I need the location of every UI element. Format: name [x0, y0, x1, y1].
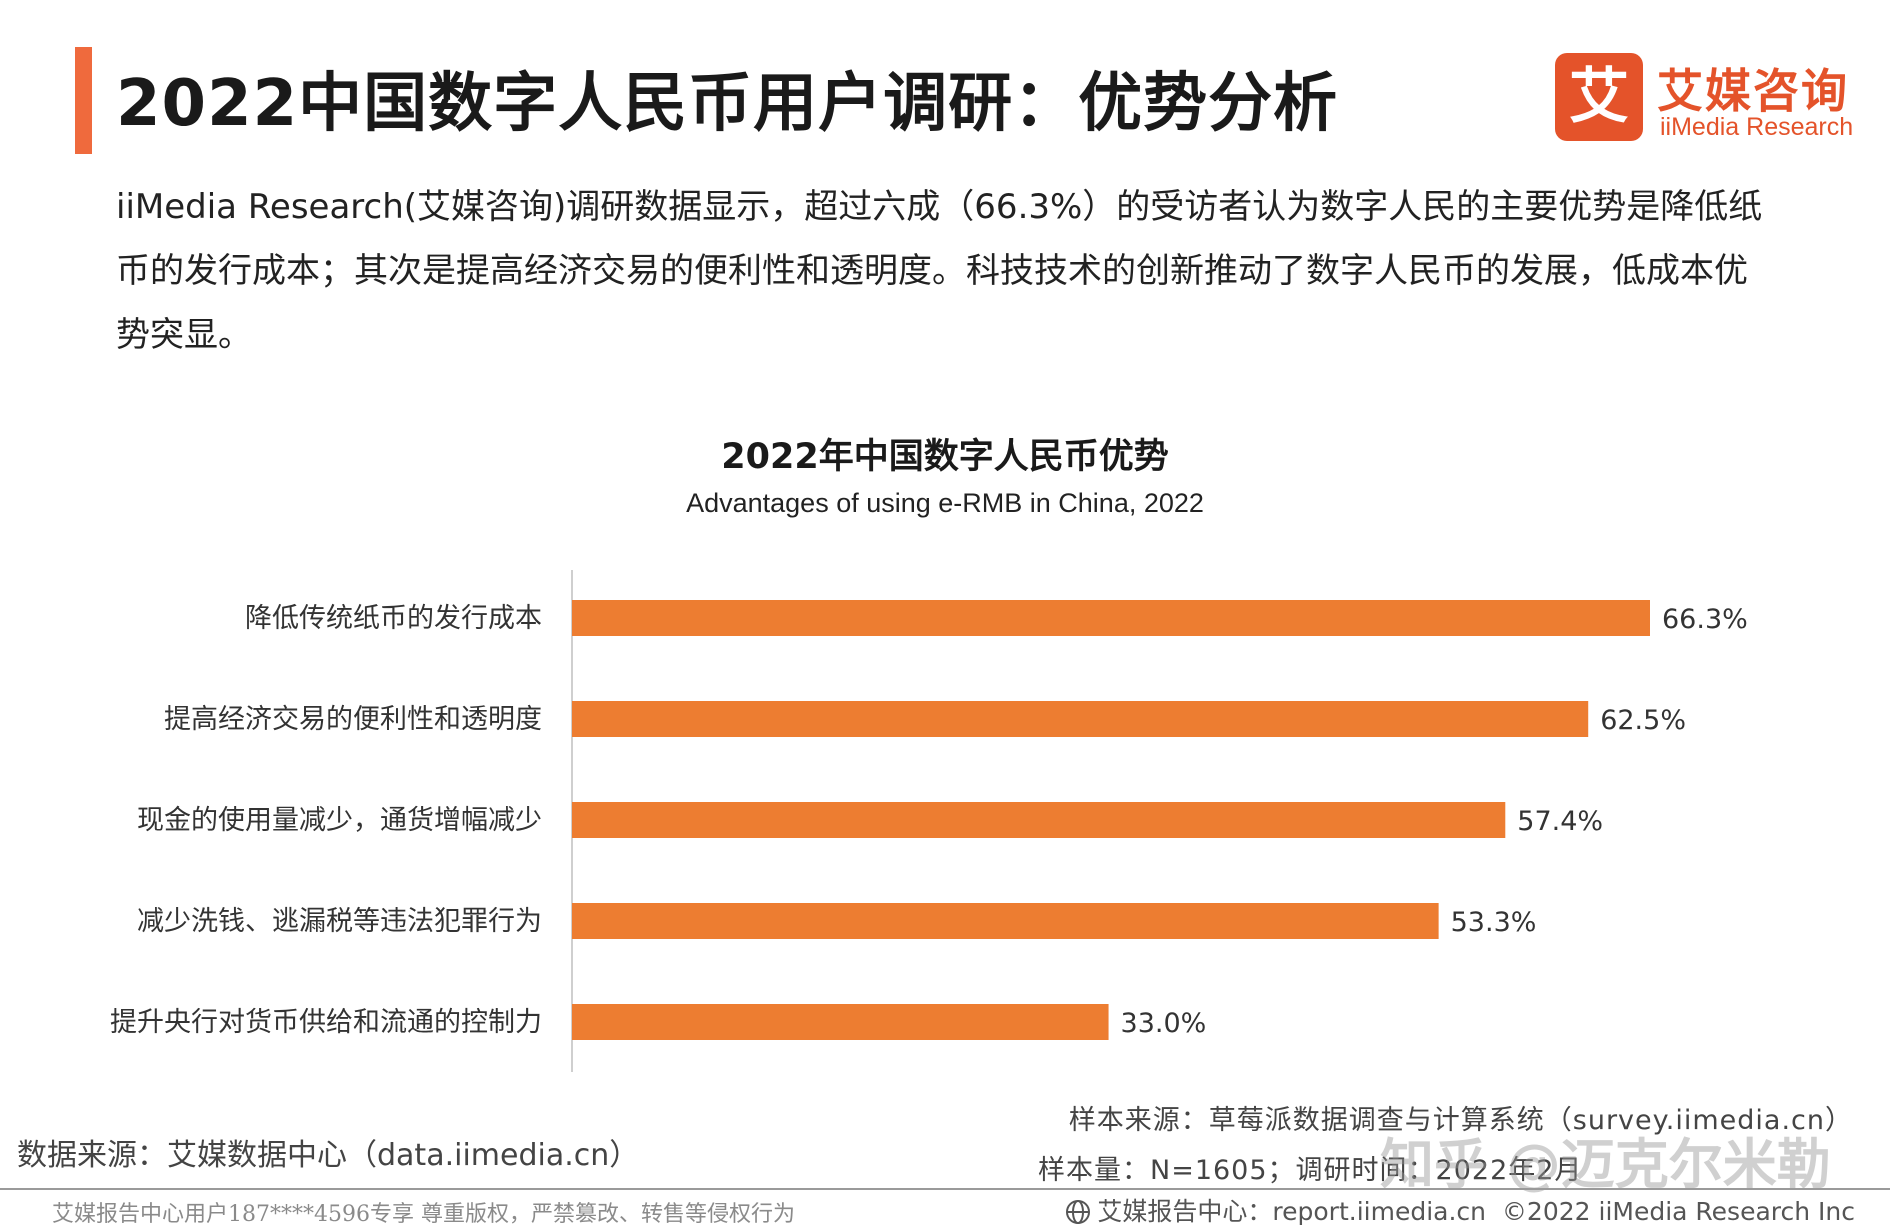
logo-mark-icon: 艾	[1555, 53, 1643, 141]
title-accent-bar	[75, 47, 92, 154]
summary-paragraph: iiMedia Research(艾媒咨询)调研数据显示，超过六成（66.3%）…	[116, 187, 1763, 355]
sample-size: 样本量：N=1605；调研时间：2022年2月	[1038, 1155, 1583, 1186]
data-source: 数据来源：艾媒数据中心（data.iimedia.cn）	[17, 1138, 640, 1173]
bar	[572, 903, 1439, 939]
bar	[572, 802, 1506, 838]
data-label: 57.4%	[1517, 806, 1603, 837]
logo-text-en: iiMedia Research	[1660, 113, 1854, 141]
globe-icon	[1066, 1200, 1091, 1224]
brand-logo: 艾 艾媒咨询 iiMedia Research	[1555, 53, 1855, 143]
chart-subtitle: Advantages of using e-RMB in China, 2022	[686, 488, 1204, 518]
page-title: 2022中国数字人民币用户调研：优势分析	[116, 67, 1339, 141]
sample-source: 样本来源：草莓派数据调查与计算系统（survey.iimedia.cn）	[1068, 1105, 1853, 1136]
data-label: 62.5%	[1600, 705, 1686, 736]
bar	[572, 701, 1589, 737]
category-label: 减少洗钱、逃漏税等违法犯罪行为	[137, 906, 542, 937]
watermark: 知乎 @迈克尔米勒	[1380, 1133, 1831, 1196]
data-label: 53.3%	[1451, 907, 1537, 938]
footer-copyright-notice: 艾媒报告中心用户187****4596专享 尊重版权，严禁篡改、转售等侵权行为	[52, 1202, 795, 1227]
footer-copyright: ©2022 iiMedia Research Inc	[1501, 1197, 1855, 1226]
category-label: 提升央行对货币供给和流通的控制力	[110, 1007, 542, 1038]
bar-chart: 降低传统纸币的发行成本 66.3% 提高经济交易的便利性和透明度 62.5% 现金的使用…	[110, 570, 1748, 1072]
data-label: 33.0%	[1121, 1008, 1207, 1039]
data-label: 66.3%	[1662, 604, 1748, 635]
category-label: 现金的使用量减少，通货增幅减少	[137, 805, 542, 836]
category-label: 降低传统纸币的发行成本	[245, 603, 542, 634]
footer-divider	[0, 1188, 1890, 1190]
bar	[572, 1004, 1109, 1040]
footer-right: 艾媒报告中心：report.iimedia.cn ©2022 iiMedia R…	[1065, 1192, 1855, 1228]
bar	[572, 600, 1650, 636]
report-center-link[interactable]: 艾媒报告中心：report.iimedia.cn	[1097, 1197, 1487, 1226]
category-label: 提高经济交易的便利性和透明度	[164, 704, 542, 735]
logo-text-cn: 艾媒咨询	[1657, 64, 1849, 118]
chart-title: 2022年中国数字人民币优势	[721, 437, 1169, 477]
